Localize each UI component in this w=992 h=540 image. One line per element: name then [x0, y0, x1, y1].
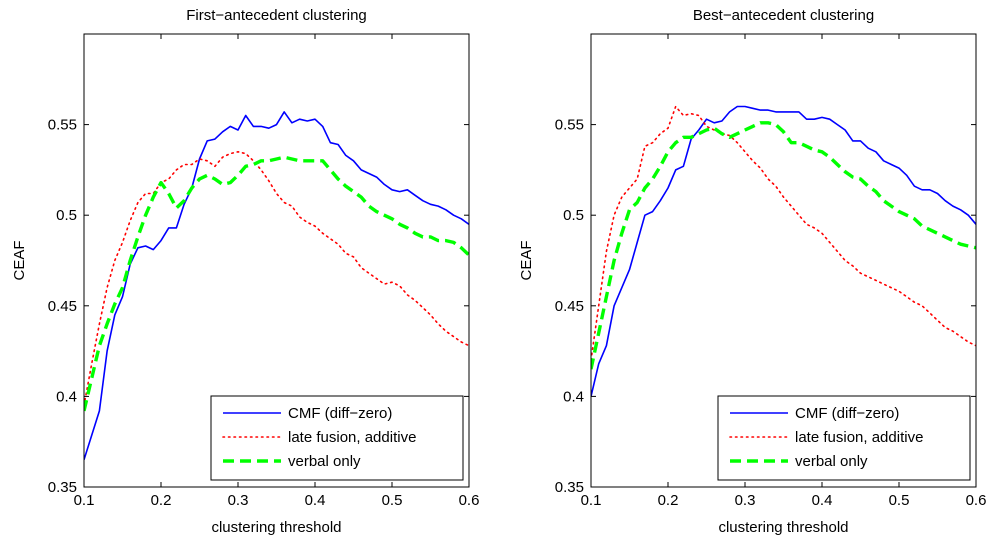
y-tick-label: 0.5 — [56, 207, 77, 224]
x-tick-label: 0.1 — [581, 492, 602, 509]
x-tick-label: 0.2 — [658, 492, 679, 509]
legend-box — [210, 395, 464, 481]
x-tick-label: 0.3 — [735, 492, 756, 509]
plot-area — [84, 111, 469, 461]
legend-label-verbal-only: verbal only — [288, 453, 361, 470]
chart-title: Best−antecedent clustering — [693, 7, 874, 24]
legend: CMF (diff−zero) late fusion, additive ve… — [717, 395, 971, 481]
y-tick-label: 0.35 — [555, 479, 584, 496]
x-tick-label: 0.4 — [812, 492, 833, 509]
legend-label-cmf: CMF (diff−zero) — [795, 405, 899, 422]
series-line-verbal-only — [84, 155, 469, 412]
y-axis-label: CEAF — [518, 240, 535, 280]
legend-label-cmf: CMF (diff−zero) — [288, 405, 392, 422]
axes-frame — [83, 33, 470, 488]
y-tick-label: 0.4 — [563, 388, 584, 405]
series-line-late-fusion — [84, 151, 469, 407]
y-tick-label: 0.4 — [56, 388, 77, 405]
series-line-cmf — [591, 105, 976, 397]
chart-title: First−antecedent clustering — [186, 7, 367, 24]
axes-frame — [590, 33, 977, 488]
series-line-late-fusion — [591, 105, 976, 362]
x-axis-label: clustering threshold — [211, 519, 341, 536]
y-tick-label: 0.55 — [555, 117, 584, 134]
series-line-verbal-only — [591, 121, 976, 370]
x-tick-label: 0.5 — [889, 492, 910, 509]
axis-ticks: 0.1 0.2 0.3 0.4 0.5 0.6 0.35 0.4 0.45 0.5 0.55 — [48, 33, 480, 509]
legend-label-late-fusion: late fusion, additive — [795, 429, 923, 446]
x-tick-label: 0.2 — [151, 492, 172, 509]
chart-panel-first-antecedent: First−antecedent clustering CEAF cluster… — [11, 7, 479, 536]
legend: CMF (diff−zero) late fusion, additive ve… — [210, 395, 464, 481]
y-tick-label: 0.45 — [48, 298, 77, 315]
legend-label-late-fusion: late fusion, additive — [288, 429, 416, 446]
legend-box — [717, 395, 971, 481]
y-axis-label: CEAF — [11, 240, 28, 280]
x-tick-label: 0.6 — [459, 492, 480, 509]
x-axis-label: clustering threshold — [718, 519, 848, 536]
x-tick-label: 0.6 — [966, 492, 987, 509]
y-tick-label: 0.5 — [563, 207, 584, 224]
x-tick-label: 0.3 — [228, 492, 249, 509]
y-tick-label: 0.55 — [48, 117, 77, 134]
y-tick-label: 0.35 — [48, 479, 77, 496]
plot-area — [591, 105, 976, 397]
x-tick-label: 0.1 — [74, 492, 95, 509]
y-tick-label: 0.45 — [555, 298, 584, 315]
chart-panel-best-antecedent: Best−antecedent clustering CEAF clusteri… — [518, 7, 986, 536]
x-tick-label: 0.5 — [382, 492, 403, 509]
x-tick-label: 0.4 — [305, 492, 326, 509]
legend-label-verbal-only: verbal only — [795, 453, 868, 470]
series-line-cmf — [84, 111, 469, 461]
axis-ticks: 0.1 0.2 0.3 0.4 0.5 0.6 0.35 0.4 0.45 0.5 0.55 — [555, 33, 987, 509]
